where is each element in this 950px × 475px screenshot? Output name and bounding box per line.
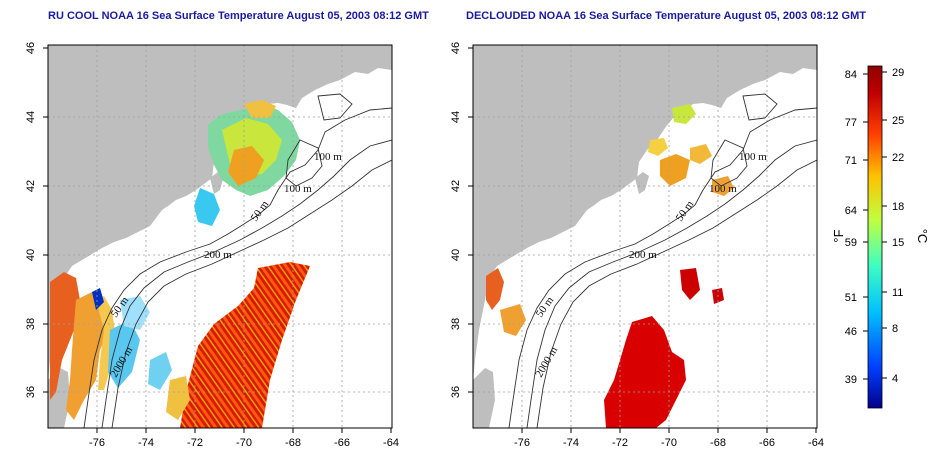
- y-tick-label: 44: [450, 111, 462, 123]
- right-map-title: DECLOUDED NOAA 16 Sea Surface Temperatur…: [466, 10, 866, 22]
- celsius-tick-label: 11: [892, 287, 903, 299]
- fahrenheit-tick-label: 39: [845, 374, 857, 386]
- right-x-tick-labels: -76 -74 -72 -70 -68 -66 -64: [514, 437, 824, 449]
- isobath-label: 100 m: [314, 151, 342, 163]
- grid-right: [473, 45, 817, 428]
- fahrenheit-tick-label: 51: [845, 292, 857, 304]
- x-tick-label: -70: [661, 437, 677, 449]
- fahrenheit-ticks: 84 77 71 64 59 51 46 39: [845, 69, 857, 386]
- y-tick-label: 36: [450, 386, 462, 398]
- celsius-tick-label: 8: [892, 323, 898, 335]
- celsius-tick-label: 18: [892, 201, 904, 213]
- left-y-tick-labels: 46 44 42 40 38 36: [25, 42, 37, 398]
- fahrenheit-unit-label: °F: [831, 229, 846, 242]
- x-tick-label: -68: [285, 437, 301, 449]
- x-tick-label: -76: [514, 437, 530, 449]
- isobath-label: 100 m: [709, 183, 737, 195]
- sst-data-left: [50, 100, 310, 428]
- y-tick-label: 46: [450, 42, 462, 54]
- x-tick-label: -64: [808, 437, 824, 449]
- celsius-tick-label: 4: [892, 373, 898, 385]
- isobath-label: 100 m: [284, 183, 312, 195]
- fahrenheit-tick-label: 84: [845, 69, 857, 81]
- y-tick-label: 40: [25, 249, 37, 261]
- fahrenheit-tick-label: 46: [845, 326, 857, 338]
- celsius-tick-label: 22: [892, 152, 904, 164]
- fahrenheit-tick-label: 77: [845, 117, 857, 129]
- y-tick-label: 42: [25, 180, 37, 192]
- right-y-tick-labels: 46 44 42 40 38 36: [450, 42, 462, 398]
- left-map-panel: 100 m 100 m 50 m 200 m 50 m 2000 m: [48, 45, 392, 428]
- land-mass: [473, 45, 817, 380]
- isobath-label: 200 m: [204, 249, 232, 261]
- x-tick-label: -70: [236, 437, 252, 449]
- y-tick-label: 38: [25, 318, 37, 330]
- isobaths-right: [508, 93, 817, 428]
- x-tick-label: -72: [187, 437, 203, 449]
- sst-data-right: [486, 104, 734, 428]
- y-tick-label: 40: [450, 249, 462, 261]
- y-tick-label: 46: [25, 42, 37, 54]
- isobath-label: 100 m: [739, 151, 767, 163]
- y-tick-label: 42: [450, 180, 462, 192]
- fahrenheit-tick-label: 64: [845, 205, 857, 217]
- land-mass: [48, 45, 392, 380]
- right-axes: [468, 47, 817, 433]
- x-tick-label: -76: [89, 437, 105, 449]
- grid-left: [48, 45, 392, 428]
- y-tick-label: 36: [25, 386, 37, 398]
- celsius-tick-label: 15: [892, 237, 904, 249]
- left-map-frame: [47, 44, 393, 429]
- x-tick-label: -66: [759, 437, 775, 449]
- y-tick-label: 44: [25, 111, 37, 123]
- x-tick-label: -64: [383, 437, 399, 449]
- celsius-unit-label: °C: [915, 229, 930, 244]
- x-tick-label: -74: [138, 437, 154, 449]
- celsius-ticks: 29 25 22 18 15 11 8 4: [892, 67, 904, 385]
- colorbar-gradient: [867, 65, 883, 409]
- right-map-panel: 100 m 100 m 50 m 200 m 50 m 2000 m: [473, 45, 817, 428]
- isobath-label: 200 m: [629, 249, 657, 261]
- isobaths-left: [83, 93, 392, 428]
- colorbar: 84 77 71 64 59 51 46 39 29 25 22 18 15 1…: [831, 65, 930, 409]
- fahrenheit-tick-label: 59: [845, 237, 857, 249]
- x-tick-label: -72: [612, 437, 628, 449]
- celsius-tick-label: 29: [892, 67, 904, 79]
- x-tick-label: -74: [563, 437, 579, 449]
- celsius-tick-label: 25: [892, 115, 904, 127]
- left-x-tick-labels: -76 -74 -72 -70 -68 -66 -64: [89, 437, 399, 449]
- left-map-title: RU COOL NOAA 16 Sea Surface Temperature …: [48, 10, 429, 22]
- x-tick-label: -66: [334, 437, 350, 449]
- y-tick-label: 38: [450, 318, 462, 330]
- right-map-frame: [472, 44, 818, 429]
- fahrenheit-tick-label: 71: [845, 155, 857, 167]
- x-tick-label: -68: [710, 437, 726, 449]
- left-axes: [43, 47, 392, 433]
